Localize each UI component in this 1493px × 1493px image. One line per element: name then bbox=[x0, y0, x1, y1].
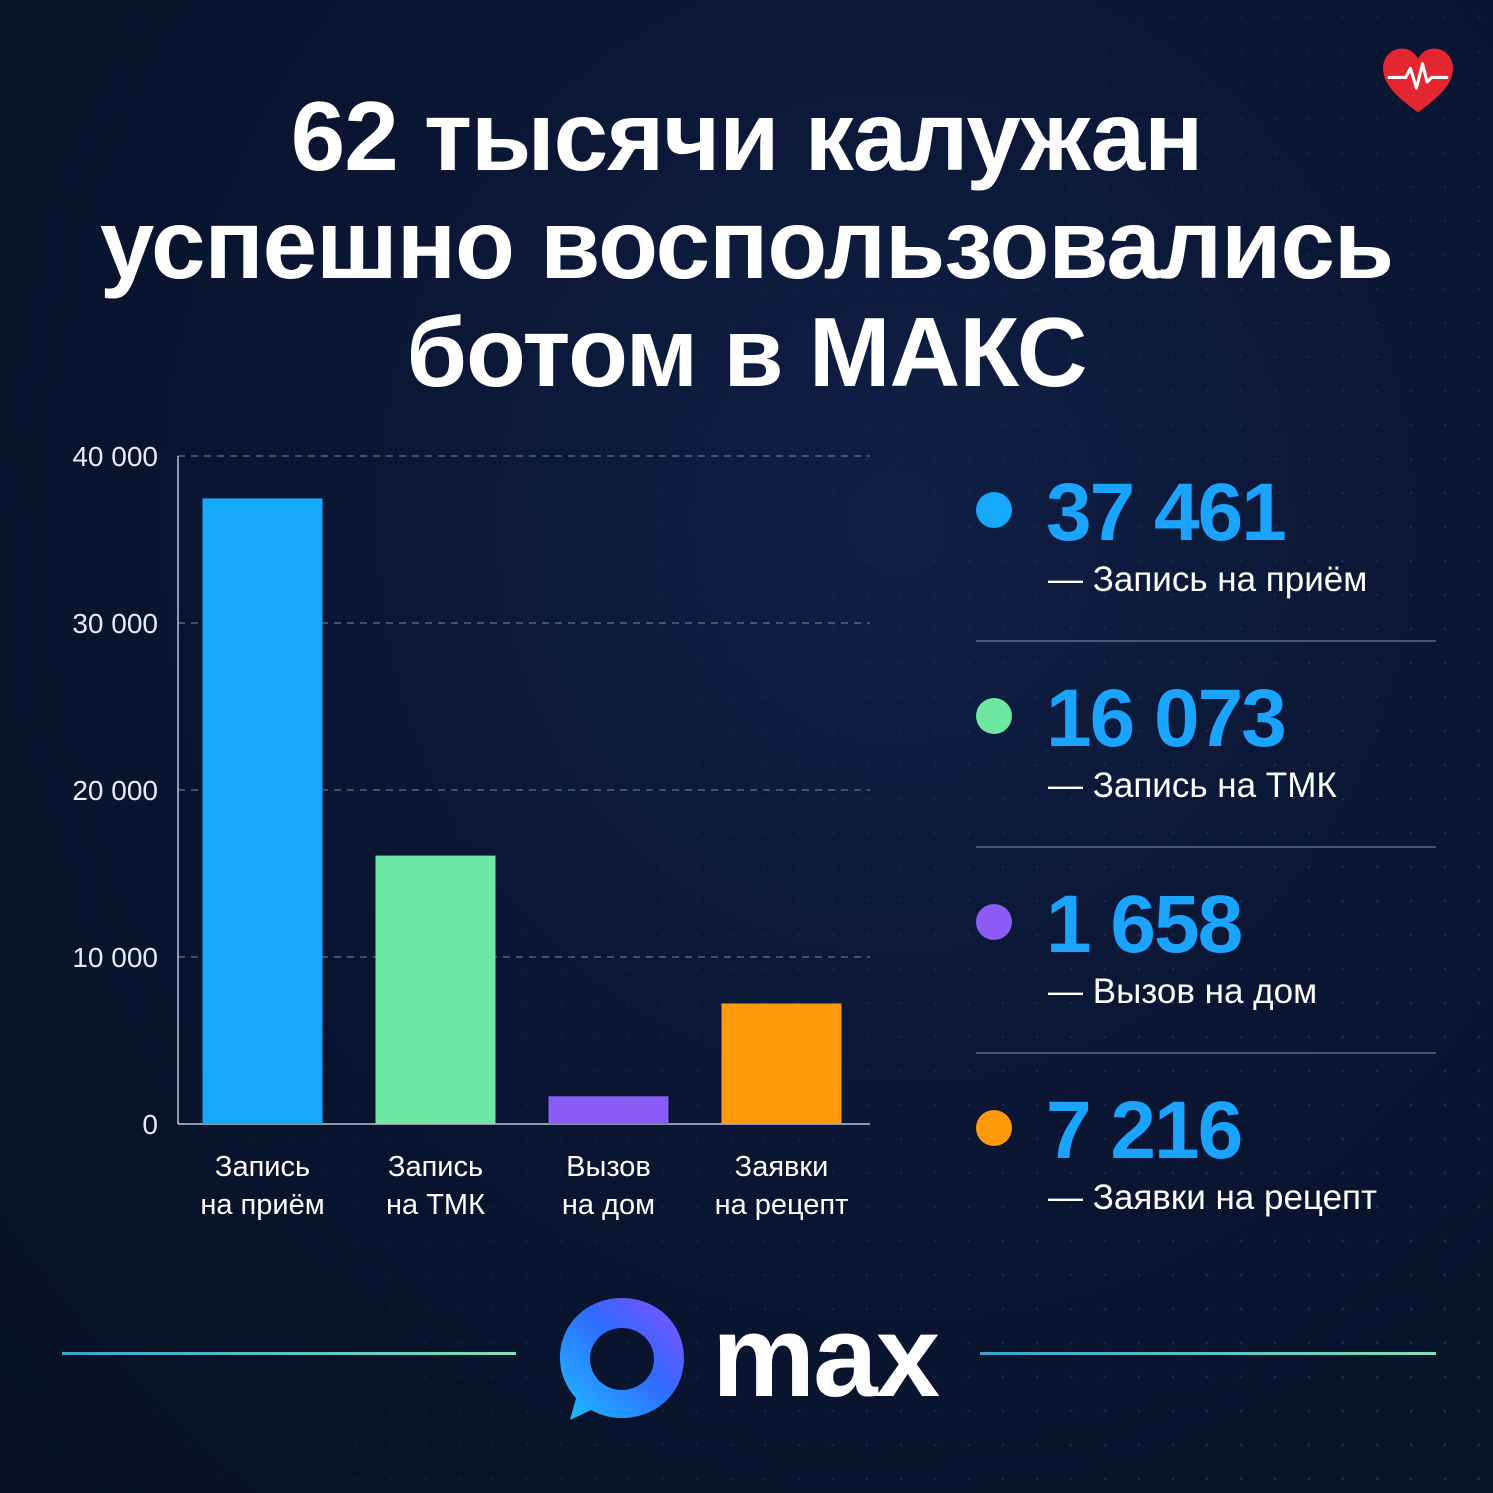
legend-separator bbox=[976, 1052, 1436, 1054]
x-category-label: Запись bbox=[215, 1151, 310, 1183]
y-tick-label: 0 bbox=[142, 1109, 158, 1140]
bar-2 bbox=[375, 855, 496, 1124]
title-line-1: 62 тысячи калужан bbox=[290, 81, 1204, 191]
page-title: 62 тысячи калужан успешно воспользовалис… bbox=[0, 82, 1493, 406]
x-category-label: на дом bbox=[562, 1189, 655, 1221]
legend-dot bbox=[976, 698, 1012, 734]
legend-dot bbox=[976, 1110, 1012, 1146]
legend-item: 1 658— Вызов на дом bbox=[970, 874, 1440, 1080]
title-line-3: ботом в МАКС bbox=[406, 297, 1087, 407]
x-category-label: на ТМК bbox=[386, 1189, 485, 1221]
legend-value: 16 073 bbox=[1046, 673, 1287, 764]
legend-label: — Заявки на рецепт bbox=[1048, 1178, 1378, 1217]
legend-item: 37 461— Запись на приём bbox=[970, 462, 1440, 668]
legend-value: 7 216 bbox=[1046, 1085, 1243, 1176]
x-category-label: Заявки bbox=[735, 1151, 829, 1183]
legend-item: 7 216— Заявки на рецепт bbox=[970, 1080, 1440, 1286]
x-category-label: Запись bbox=[388, 1151, 483, 1183]
y-tick-label: 10 000 bbox=[72, 942, 158, 973]
legend-dot bbox=[976, 904, 1012, 940]
legend-value: 37 461 bbox=[1046, 467, 1287, 558]
bar-1 bbox=[202, 498, 323, 1124]
legend-separator bbox=[976, 640, 1436, 642]
legend: 37 461— Запись на приём 16 073— Запись на… bbox=[970, 462, 1440, 1286]
legend-dot bbox=[976, 492, 1012, 528]
y-tick-label: 30 000 bbox=[72, 608, 158, 639]
legend-separator bbox=[976, 846, 1436, 848]
legend-label: — Запись на приём bbox=[1048, 560, 1368, 599]
y-tick-label: 40 000 bbox=[72, 441, 158, 472]
footer-divider-right bbox=[980, 1352, 1436, 1355]
max-messenger-icon bbox=[560, 1298, 684, 1420]
legend-value: 1 658 bbox=[1046, 879, 1243, 970]
footer-divider-left bbox=[62, 1352, 516, 1355]
bar-3 bbox=[548, 1096, 669, 1124]
bar-4 bbox=[721, 1003, 842, 1124]
heart-pulse-icon bbox=[1383, 48, 1453, 113]
y-tick-label: 20 000 bbox=[72, 775, 158, 806]
legend-label: — Запись на ТМК bbox=[1048, 766, 1337, 805]
x-category-label: Вызов bbox=[566, 1151, 651, 1183]
x-category-label: на приём bbox=[200, 1189, 324, 1221]
legend-label: — Вызов на дом bbox=[1048, 972, 1318, 1011]
legend-item: 16 073— Запись на ТМК bbox=[970, 668, 1440, 874]
title-line-2: успешно воспользовались bbox=[99, 189, 1394, 299]
max-logo-text: max bbox=[712, 1291, 940, 1421]
x-category-label: на рецепт bbox=[715, 1189, 849, 1221]
